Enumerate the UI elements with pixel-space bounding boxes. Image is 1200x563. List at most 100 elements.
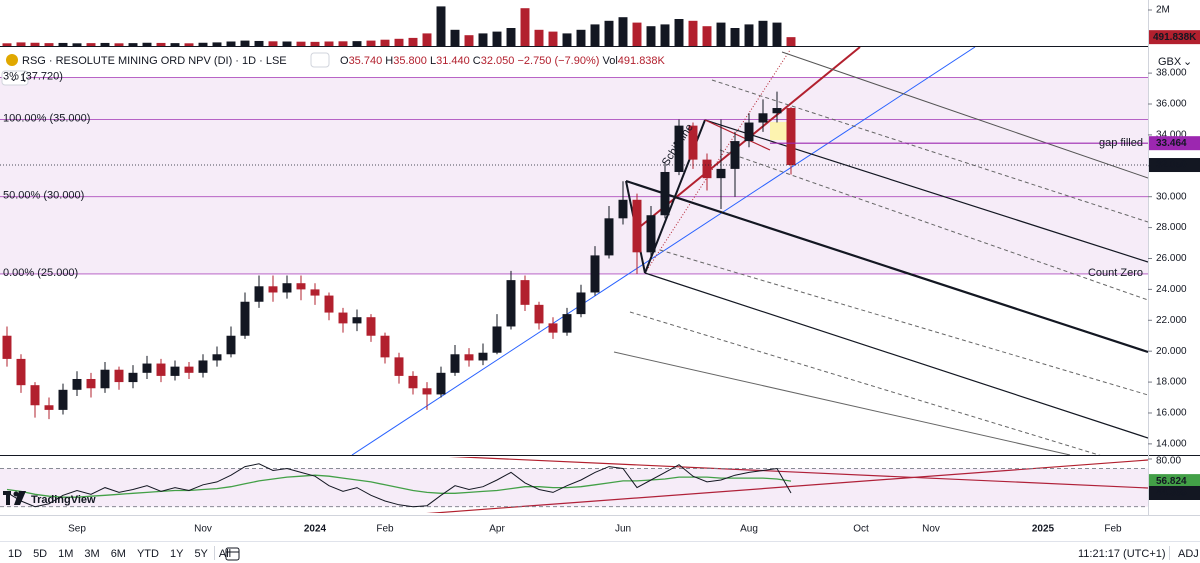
volume-bar (604, 20, 614, 46)
x-tick-label: 2024 (304, 524, 327, 535)
candle-body (450, 354, 460, 373)
volume-bar (114, 43, 124, 46)
candle-body (170, 366, 180, 376)
candle-body (632, 199, 642, 253)
collapse-button[interactable] (1, 70, 29, 86)
more-button[interactable] (310, 52, 330, 68)
range-button[interactable]: 5Y (194, 548, 208, 560)
volume-bar (2, 43, 12, 46)
rsi-trend (448, 457, 1148, 489)
range-button[interactable]: 1D (8, 548, 22, 560)
candle-body (534, 304, 544, 324)
fib-zone (0, 77, 1148, 274)
volume-bar (44, 43, 54, 46)
zigzag (704, 119, 771, 151)
volume-bar (506, 28, 516, 46)
volume-bar (100, 42, 110, 46)
y-tick-label: 30.000 (1156, 191, 1187, 202)
candle-body (422, 388, 432, 395)
volume-bar (576, 29, 586, 46)
candle-body (240, 301, 250, 336)
volume-bar (534, 29, 544, 46)
volume-bar (786, 37, 796, 46)
candle-body (618, 199, 628, 219)
volume-bar (296, 41, 306, 46)
logo-mark (6, 491, 10, 505)
volume-bar (184, 43, 194, 46)
currency: GBX (1158, 56, 1182, 68)
volume-bar (772, 22, 782, 46)
candle-body (128, 372, 138, 383)
volume-bar (744, 24, 754, 46)
candle-body (380, 335, 390, 358)
calendar-body (225, 547, 240, 561)
symbol-logo (6, 54, 18, 66)
ohlc-part: C (473, 55, 481, 67)
candle-body (576, 292, 586, 315)
y-tick-label: 18.000 (1156, 377, 1187, 388)
range-button[interactable]: 1Y (170, 548, 184, 560)
x-tick-label: 2025 (1032, 524, 1055, 535)
candle-body (478, 352, 488, 361)
candle-body (100, 369, 110, 389)
range-button[interactable]: 1M (58, 548, 73, 560)
ohlc-part: O (340, 55, 349, 67)
candle-body (590, 255, 600, 293)
header: RSG · RESOLUTE MINING ORD NPV (DI) · 1D … (0, 50, 666, 86)
candle-body (324, 295, 334, 313)
fib-label: 100.00% (35.000) (3, 112, 90, 124)
candle-body (744, 122, 754, 142)
y-tick-label: 2M (1156, 5, 1170, 16)
volume-bar (282, 41, 292, 46)
volume-bar (618, 17, 628, 46)
candle-body (184, 366, 194, 373)
candle-body (30, 385, 40, 406)
y-tick-label: 26.000 (1156, 253, 1187, 264)
candle-body (562, 314, 572, 333)
candle-body (394, 357, 404, 376)
candle-body (646, 215, 656, 253)
x-tick-label: Feb (376, 524, 394, 535)
candle-body (58, 389, 68, 410)
candle-body (674, 125, 684, 172)
volume-bar (716, 22, 726, 46)
volume-bar (688, 20, 698, 46)
range-button[interactable]: 6M (111, 548, 126, 560)
volume-label: 491.838K (1153, 32, 1197, 43)
rsi-line (6, 463, 792, 508)
volume-bar (366, 40, 376, 46)
volume-bar (422, 33, 432, 46)
logo-mark (13, 491, 19, 497)
volume-bar (212, 42, 222, 46)
fib-label: 50.00% (30.000) (3, 190, 84, 202)
volume-bar (352, 41, 362, 46)
candle-body (492, 326, 502, 353)
y-tick-label: 16.000 (1156, 408, 1187, 419)
candle-body (310, 289, 320, 296)
volume-bar (86, 43, 96, 46)
ohlc-part: 31.440 (436, 55, 470, 67)
price-label: 33.464 (1156, 138, 1187, 149)
candle-body (660, 171, 670, 216)
volume-bar (268, 41, 278, 46)
ohlc-part: 32.050 (481, 55, 515, 67)
candle-body (72, 378, 82, 390)
pitchfork-dash (629, 311, 1101, 455)
candle-body (786, 108, 796, 166)
candle-body (212, 354, 222, 361)
volume-bar (254, 40, 264, 46)
range-button[interactable]: YTD (137, 548, 159, 560)
range-button[interactable]: All (219, 548, 231, 560)
calendar-icon[interactable] (225, 547, 240, 561)
candle-body (464, 354, 474, 361)
x-tick-label: Sep (68, 524, 86, 535)
range-button[interactable]: 3M (84, 548, 99, 560)
range-button[interactable]: 5D (33, 548, 47, 560)
candle-body (716, 168, 726, 179)
candle-body (198, 360, 208, 373)
adj-toggle[interactable]: ADJ (1178, 548, 1199, 560)
candle-body (16, 358, 26, 386)
pitchfork-line (644, 272, 1148, 439)
candle-body (408, 375, 418, 389)
volume-bar (548, 31, 558, 46)
